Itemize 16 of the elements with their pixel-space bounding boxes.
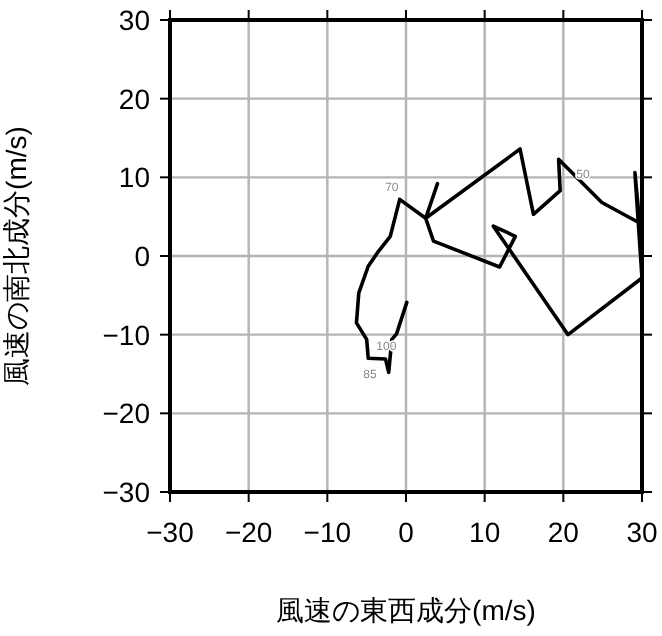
y-tick-label: −20: [102, 397, 151, 430]
y-tick-label: −10: [102, 318, 151, 351]
x-axis-title: 風速の東西成分(m/s): [276, 594, 536, 626]
y-tick-label: −30: [102, 476, 151, 508]
x-tick-label: −20: [224, 516, 273, 548]
y-tick-label: 0: [134, 240, 151, 272]
x-tick-label: −30: [146, 516, 195, 548]
x-tick-label: 10: [469, 516, 501, 548]
y-tick-label: 30: [118, 4, 151, 36]
x-tick-label: 30: [626, 516, 658, 548]
y-tick-label: 10: [118, 161, 151, 194]
y-tick-label: 20: [118, 82, 151, 115]
x-tick-label: 20: [547, 516, 580, 548]
y-axis-title: 風速の南北成分(m/s): [0, 126, 32, 386]
x-tick-label: 0: [398, 516, 415, 548]
x-tick-label: −10: [303, 516, 352, 548]
